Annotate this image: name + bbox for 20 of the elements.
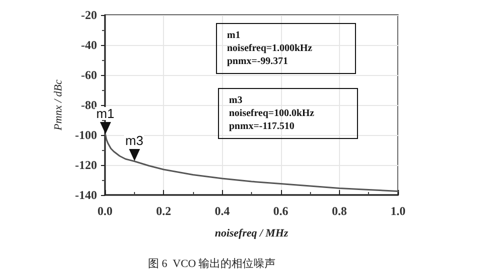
x-axis-title: noisefreq / MHz [214, 228, 289, 240]
caption: 图 6 VCO 输出的相位噪声 [148, 257, 276, 271]
x-tick-label: 0.4 [214, 204, 230, 218]
x-tick-label: 0.2 [156, 204, 172, 218]
readout-box: m1 noisefreq=1.000kHz pnmx=-99.371 [216, 23, 356, 74]
x-tick-label: 0.0 [98, 204, 112, 218]
readout-box: m3 noisefreq=100.0kHz pnmx=-117.510 [218, 88, 358, 139]
x-tick-label: 0.8 [332, 204, 347, 218]
y-tick-label: -120 [75, 158, 97, 172]
y-tick-label: -80 [81, 98, 97, 112]
x-tick-label: 1.0 [390, 204, 406, 218]
y-tick-label: -100 [75, 128, 97, 142]
y-tick-label: -40 [81, 38, 97, 52]
annotation: m1 [95, 106, 116, 122]
y-tick-label: -20 [81, 8, 97, 22]
annotation: m3 [124, 133, 144, 148]
x-tick-label: 0.6 [273, 204, 288, 218]
y-axis-title: Pmnx / dBc [52, 80, 65, 132]
y-tick-label: -140 [75, 188, 97, 202]
y-tick-label: -60 [81, 68, 97, 82]
